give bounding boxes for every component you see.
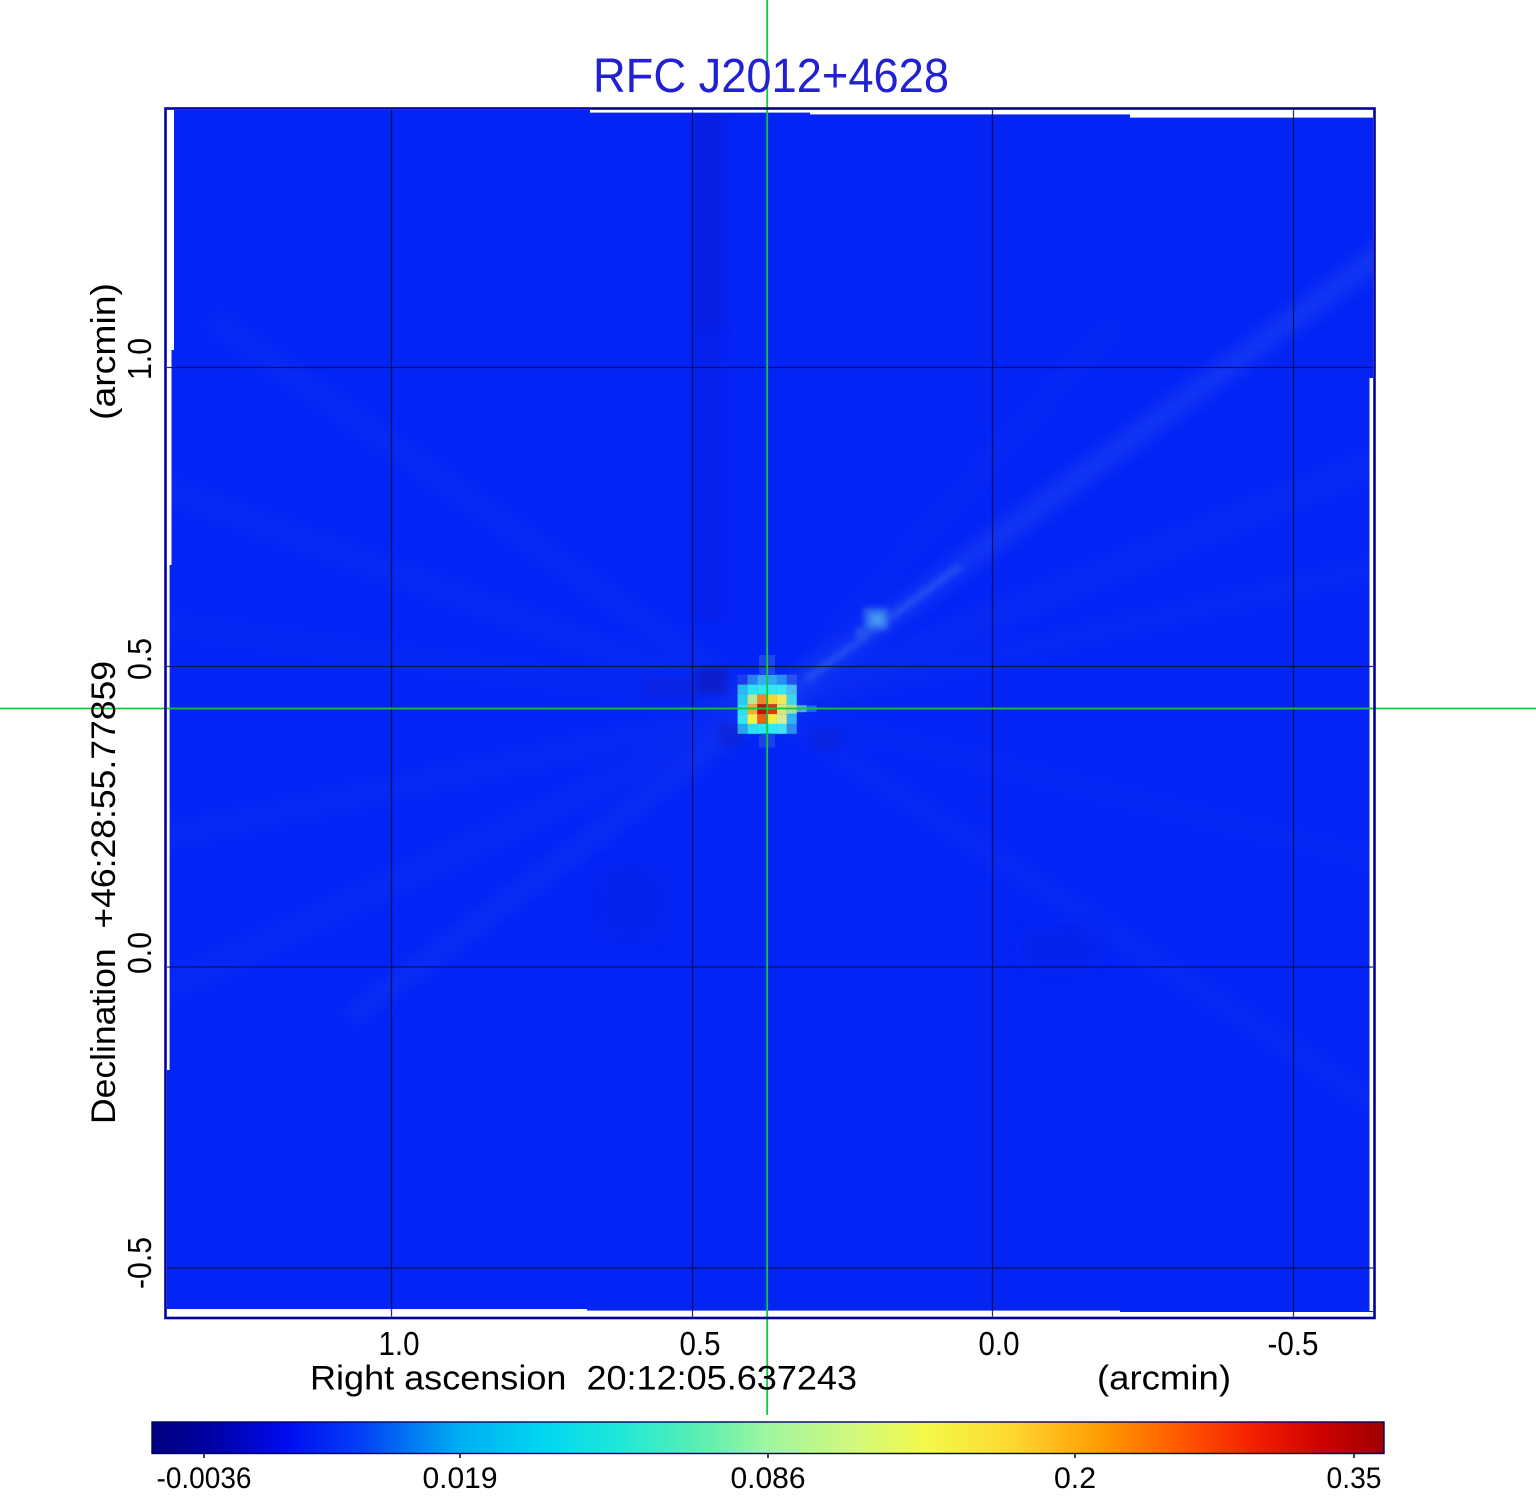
svg-text:0.2: 0.2 [1054,1462,1096,1495]
svg-text:1.0: 1.0 [121,338,158,380]
svg-text:Declination +46:28:55.77859: Declination +46:28:55.77859 [85,661,123,1124]
svg-text:(arcmin): (arcmin) [85,283,123,420]
svg-text:-0.5: -0.5 [1268,1325,1319,1362]
svg-text:(arcmin): (arcmin) [1097,1360,1231,1398]
svg-text:0.5: 0.5 [121,638,158,680]
svg-text:0.0: 0.0 [979,1325,1020,1362]
svg-text:0.5: 0.5 [680,1325,721,1362]
svg-text:RFC J2012+4628: RFC J2012+4628 [593,50,949,103]
svg-text:-0.0036: -0.0036 [157,1462,252,1495]
svg-text:0.086: 0.086 [731,1462,806,1495]
svg-text:-0.5: -0.5 [121,1237,158,1289]
svg-text:Right ascension 20:12:05.6372: Right ascension 20:12:05.637243 [310,1360,857,1398]
svg-text:0.35: 0.35 [1327,1462,1382,1495]
svg-text:0.0: 0.0 [121,932,158,974]
svg-text:1.0: 1.0 [379,1325,420,1362]
svg-text:0.019: 0.019 [423,1462,498,1495]
